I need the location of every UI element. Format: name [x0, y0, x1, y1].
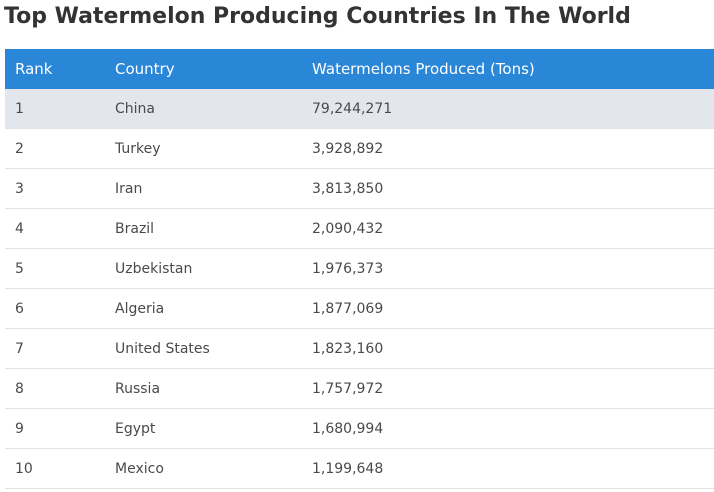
country-cell: United States — [115, 341, 210, 357]
table-row: 9 Egypt 1,680,994 — [5, 409, 714, 449]
country-cell: Turkey — [115, 141, 161, 157]
country-cell: Russia — [115, 381, 161, 397]
table-row: 1 China 79,244,271 — [5, 89, 714, 129]
table-row: 2 Turkey 3,928,892 — [5, 129, 714, 169]
rank-cell: 5 — [15, 261, 24, 277]
table-row: 6 Algeria 1,877,069 — [5, 289, 714, 329]
country-cell: Algeria — [115, 301, 165, 317]
country-cell: Iran — [115, 181, 143, 197]
country-cell: Brazil — [115, 221, 155, 237]
country-cell: China — [115, 101, 155, 117]
table-body: 1 China 79,244,271 2 Turkey 3,928,892 3 Iran 3,8… — [5, 89, 714, 489]
header-watermelons-produced: Watermelons Produced (Tons) — [312, 60, 535, 78]
value-cell: 1,757,972 — [312, 381, 384, 397]
rank-cell: 4 — [15, 221, 24, 237]
table-row: 10 Mexico 1,199,648 — [5, 449, 714, 489]
rank-cell: 9 — [15, 421, 24, 437]
rank-cell: 7 — [15, 341, 24, 357]
rank-cell: 2 — [15, 141, 24, 157]
header-rank: Rank — [15, 60, 53, 78]
value-cell: 1,680,994 — [312, 421, 384, 437]
table-row: 7 United States 1,823,160 — [5, 329, 714, 369]
country-cell: Uzbekistan — [115, 261, 193, 277]
rank-cell: 10 — [15, 461, 33, 477]
value-cell: 1,976,373 — [312, 261, 384, 277]
rank-cell: 3 — [15, 181, 24, 197]
table-row: 5 Uzbekistan 1,976,373 — [5, 249, 714, 289]
value-cell: 3,928,892 — [312, 141, 384, 157]
table-header-row: Rank Country Watermelons Produced (Tons) — [5, 49, 714, 89]
value-cell: 79,244,271 — [312, 101, 393, 117]
rank-cell: 8 — [15, 381, 24, 397]
rank-cell: 1 — [15, 101, 24, 117]
table-row: 3 Iran 3,813,850 — [5, 169, 714, 209]
value-cell: 1,877,069 — [312, 301, 384, 317]
value-cell: 2,090,432 — [312, 221, 384, 237]
rank-cell: 6 — [15, 301, 24, 317]
value-cell: 1,199,648 — [312, 461, 384, 477]
data-table: Rank Country Watermelons Produced (Tons)… — [5, 49, 714, 489]
header-country: Country — [115, 60, 175, 78]
table-row: 8 Russia 1,757,972 — [5, 369, 714, 409]
country-cell: Mexico — [115, 461, 164, 477]
page-title: Top Watermelon Producing Countries In Th… — [4, 4, 631, 29]
value-cell: 3,813,850 — [312, 181, 384, 197]
country-cell: Egypt — [115, 421, 156, 437]
value-cell: 1,823,160 — [312, 341, 384, 357]
table-row: 4 Brazil 2,090,432 — [5, 209, 714, 249]
